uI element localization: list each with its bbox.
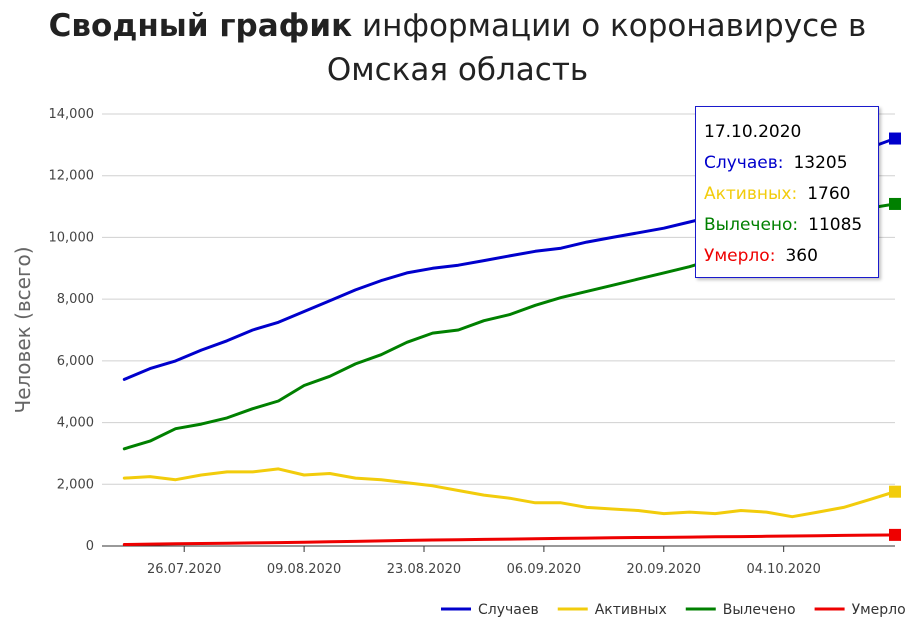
y-axis-ticks: 0 2,000 4,000 6,000 8,000 10,000 12,000 14,000 bbox=[49, 107, 95, 554]
tooltip-row-label: Активных: bbox=[704, 184, 798, 204]
y-tick-label: 2,000 bbox=[57, 477, 94, 492]
series-line-1[interactable] bbox=[122, 467, 897, 519]
y-tick-label: 8,000 bbox=[57, 292, 94, 307]
tooltip: 17.10.2020 Случаев: 13205 Активных: 1760 Выл… bbox=[695, 106, 879, 278]
y-tick-label: 10,000 bbox=[49, 230, 95, 245]
tooltip-row: Вылечено: 11085 bbox=[704, 210, 870, 241]
x-tick-label: 20.09.2020 bbox=[627, 562, 701, 577]
tooltip-row-label: Случаев: bbox=[704, 153, 784, 173]
y-tick-label: 14,000 bbox=[49, 107, 95, 122]
tooltip-row-value: 11085 bbox=[808, 215, 863, 235]
legend-label-3[interactable]: Умерло bbox=[852, 602, 906, 618]
series-line-3[interactable] bbox=[122, 533, 897, 546]
tooltip-row: Умерло: 360 bbox=[704, 241, 870, 272]
tooltip-row-value: 1760 bbox=[807, 184, 851, 204]
series-end-marker-1[interactable] bbox=[889, 485, 901, 498]
x-tick-label: 23.08.2020 bbox=[387, 562, 461, 577]
x-tick-label: 06.09.2020 bbox=[507, 562, 581, 577]
tooltip-row-value: 13205 bbox=[793, 153, 848, 173]
tooltip-row-label: Вылечено: bbox=[704, 215, 799, 235]
tooltip-row: Активных: 1760 bbox=[704, 179, 870, 210]
tooltip-row: Случаев: 13205 bbox=[704, 148, 870, 179]
y-tick-label: 12,000 bbox=[49, 169, 95, 184]
chart-title: Сводный график информации о коронавирусе… bbox=[0, 4, 915, 92]
grid-lines bbox=[102, 113, 895, 547]
series-end-marker-3[interactable] bbox=[889, 528, 901, 541]
y-tick-label: 0 bbox=[86, 539, 94, 554]
y-tick-label: 4,000 bbox=[57, 416, 94, 431]
legend[interactable]: Случаев Активных Вылечено Умерло bbox=[441, 602, 906, 618]
tooltip-date: 17.10.2020 bbox=[704, 122, 802, 142]
x-tick-label: 26.07.2020 bbox=[147, 562, 221, 577]
series-end-marker-2[interactable] bbox=[889, 197, 901, 210]
tooltip-row-label: Умерло: bbox=[704, 246, 776, 266]
legend-label-1[interactable]: Активных bbox=[595, 602, 667, 618]
chart-title-bold: Сводный график bbox=[48, 8, 353, 44]
y-tick-label: 6,000 bbox=[57, 354, 94, 369]
x-tick-label: 04.10.2020 bbox=[746, 562, 820, 577]
x-tick-label: 09.08.2020 bbox=[267, 562, 341, 577]
legend-label-0[interactable]: Случаев bbox=[478, 602, 539, 618]
chart-title-rest: информации о коронавирусе в Омская облас… bbox=[326, 8, 867, 88]
tooltip-row-value: 360 bbox=[785, 246, 818, 266]
y-axis-label: Человек (всего) bbox=[11, 246, 35, 413]
legend-label-2[interactable]: Вылечено bbox=[723, 602, 796, 618]
series-end-marker-0[interactable] bbox=[889, 132, 901, 145]
x-axis-ticks: 26.07.2020 09.08.2020 23.08.2020 06.09.2020… bbox=[147, 546, 821, 577]
